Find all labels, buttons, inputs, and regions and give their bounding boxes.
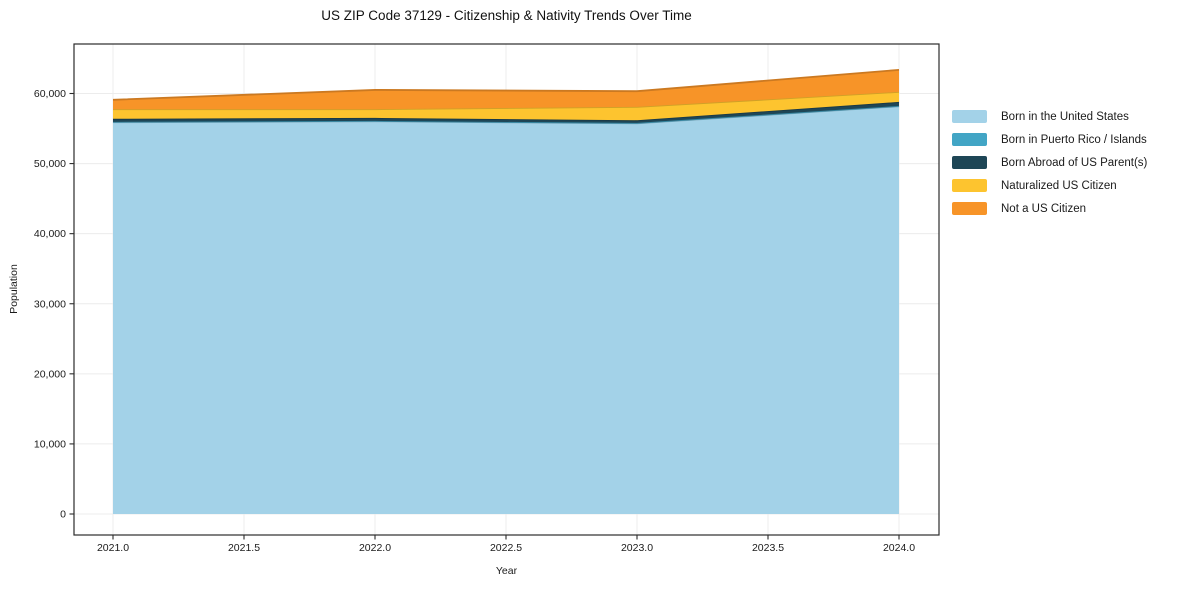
x-tick-label: 2022.5	[490, 542, 522, 554]
area-top-line	[112, 68, 900, 101]
x-tick-label: 2021.0	[97, 542, 129, 554]
x-tick-label: 2023.0	[621, 542, 653, 554]
legend-label: Naturalized US Citizen	[1001, 179, 1117, 192]
x-tick-label: 2024.0	[883, 542, 915, 554]
legend-swatch	[952, 133, 987, 146]
x-tick-label: 2021.5	[228, 542, 260, 554]
y-tick-label: 50,000	[34, 158, 66, 170]
legend-item: Not a US Citizen	[952, 202, 1147, 215]
legend-swatch	[952, 156, 987, 169]
x-axis-label: Year	[495, 565, 518, 577]
legend-label: Born Abroad of US Parent(s)	[1001, 156, 1148, 169]
legend-item: Naturalized US Citizen	[952, 179, 1147, 192]
area-series	[113, 91, 899, 121]
legend-item: Born Abroad of US Parent(s)	[952, 156, 1147, 169]
area-series	[113, 69, 899, 110]
y-tick-label: 40,000	[34, 228, 66, 240]
x-tick-label: 2022.0	[359, 542, 391, 554]
area-series	[113, 106, 899, 514]
chart-title: US ZIP Code 37129 - Citizenship & Nativi…	[321, 8, 692, 23]
y-tick-label: 30,000	[34, 298, 66, 310]
legend-label: Born in Puerto Rico / Islands	[1001, 133, 1147, 146]
legend-label: Not a US Citizen	[1001, 202, 1087, 215]
legend: Born in the United States Born in Puerto…	[952, 110, 1147, 225]
y-tick-label: 60,000	[34, 88, 66, 100]
legend-swatch	[952, 179, 987, 192]
legend-item: Born in Puerto Rico / Islands	[952, 133, 1147, 146]
y-tick-label: 10,000	[34, 438, 66, 450]
legend-item: Born in the United States	[952, 110, 1147, 123]
x-tick-label: 2023.5	[752, 542, 784, 554]
area-series	[113, 101, 899, 123]
legend-label: Born in the United States	[1001, 110, 1129, 123]
y-tick-label: 20,000	[34, 368, 66, 380]
legend-swatch	[952, 110, 987, 123]
legend-swatch	[952, 202, 987, 215]
y-tick-label: 0	[60, 509, 66, 521]
